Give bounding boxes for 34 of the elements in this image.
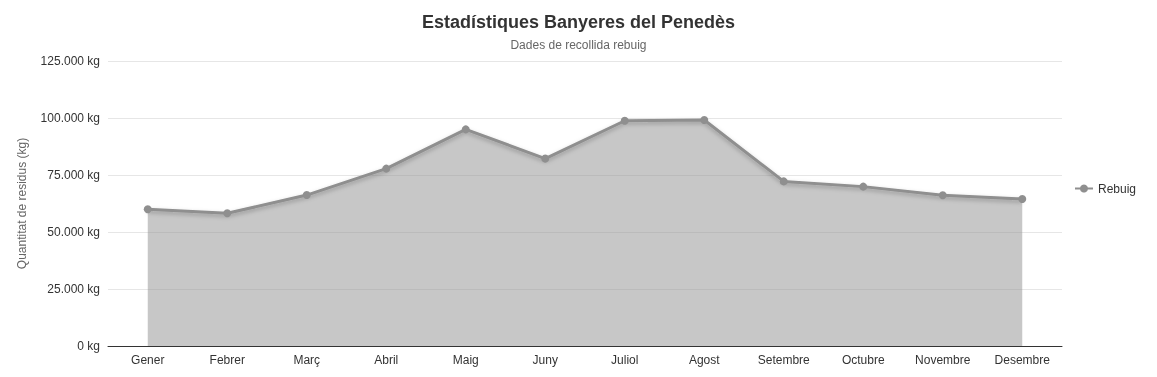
point xyxy=(461,125,470,134)
y-tick-label: 125.000 kg xyxy=(40,54,100,68)
legend-label: Rebuig xyxy=(1097,181,1136,196)
point xyxy=(700,116,709,125)
point xyxy=(302,191,311,200)
chart-title: Estadístiques Banyeres del Penedès xyxy=(421,12,736,32)
x-tick-label: Abril xyxy=(374,353,399,367)
y-tick-label: 75.000 kg xyxy=(47,168,100,182)
chart-subtitle: Dades de recollida rebuig xyxy=(510,38,647,52)
point xyxy=(779,177,788,186)
x-tick-label: Juny xyxy=(532,353,558,367)
y-axis-title: Quantitat de residus (kg) xyxy=(15,137,29,270)
x-tick-label: Maig xyxy=(452,353,479,367)
x-tick-label: Març xyxy=(293,353,321,367)
point xyxy=(223,209,232,218)
x-tick-label: Agost xyxy=(688,353,721,367)
point xyxy=(859,182,868,191)
point xyxy=(620,116,629,125)
y-tick-label: 100.000 kg xyxy=(40,111,100,125)
point xyxy=(938,191,947,200)
x-tick-label: Febrer xyxy=(209,353,245,367)
point xyxy=(541,154,550,163)
y-tick-label: 50.000 kg xyxy=(47,225,100,239)
x-tick-label: Gener xyxy=(131,353,165,367)
point xyxy=(143,205,152,214)
x-tick-label: Novembre xyxy=(915,353,971,367)
x-tick-label: Setembre xyxy=(757,353,811,367)
x-tick-label: Juliol xyxy=(611,353,639,367)
x-tick-label: Octubre xyxy=(841,353,885,367)
point xyxy=(382,164,391,173)
y-tick-label: 0 kg xyxy=(77,339,100,353)
point xyxy=(1018,194,1027,203)
x-tick-label: Desembre xyxy=(994,353,1051,367)
y-tick-label: 25.000 kg xyxy=(47,282,100,296)
